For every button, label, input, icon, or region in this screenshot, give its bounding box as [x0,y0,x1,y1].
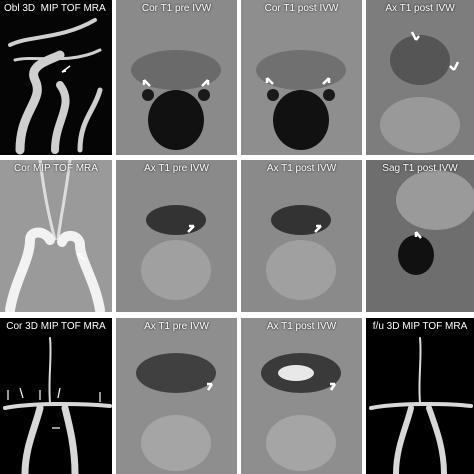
mri-panel: Cor T1 pre IVW [116,0,237,155]
panel-label: f/u 3D MIP TOF MRA [372,321,468,332]
mra-panel: Cor MIP TOF MRA [0,160,112,312]
mra-panel: Cor 3D MIP TOF MRA [0,318,112,474]
panel-label: Cor T1 post IVW [264,3,339,14]
mri-panel: Ax T1 post IVW [241,160,362,312]
panel-label: Ax T1 post IVW [266,163,337,174]
mri-panel: Ax T1 post IVW [366,0,474,155]
panel-label: Sag T1 post IVW [382,163,458,174]
panel-label: Ax T1 pre IVW [144,321,209,332]
mri-panel: Ax T1 post IVW [241,318,362,474]
mri-panel: Ax T1 pre IVW [116,318,237,474]
mri-panel: Ax T1 pre IVW [116,160,237,312]
panel-label: Ax T1 pre IVW [144,163,209,174]
panel-label: Ax T1 post IVW [266,321,337,332]
panel-label: Obl 3D MIP TOF MRA [4,3,106,14]
panel-label: Cor T1 pre IVW [141,3,212,14]
mra-panel: Obl 3D MIP TOF MRA [0,0,112,155]
panel-label: Ax T1 post IVW [385,3,455,14]
panel-label: Cor 3D MIP TOF MRA [6,321,106,332]
panel-label: Cor MIP TOF MRA [14,163,98,174]
mri-panel: Sag T1 post IVW [366,160,474,312]
mri-panel: Cor T1 post IVW [241,0,362,155]
mra-panel: f/u 3D MIP TOF MRA [366,318,474,474]
